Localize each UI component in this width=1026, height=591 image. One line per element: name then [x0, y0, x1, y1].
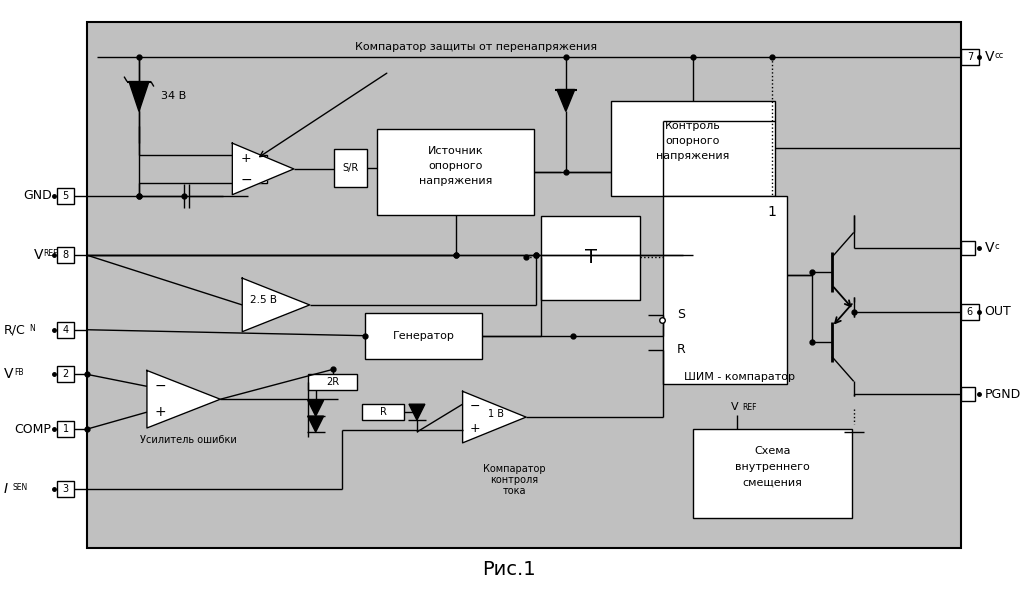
Text: −: −	[470, 400, 480, 413]
Text: COMP: COMP	[14, 423, 51, 436]
Text: Усилитель ошибки: Усилитель ошибки	[141, 435, 237, 445]
Text: Схема: Схема	[754, 446, 791, 456]
Bar	[56, 480, 75, 496]
Text: 1: 1	[767, 204, 777, 219]
Text: 34 В: 34 В	[161, 92, 186, 102]
Text: тока: тока	[503, 486, 526, 496]
Text: GND: GND	[23, 189, 51, 202]
Text: V: V	[34, 248, 44, 262]
Text: опорного: опорного	[429, 161, 483, 171]
Text: T: T	[585, 248, 597, 267]
Text: 2: 2	[63, 369, 69, 379]
Text: напряжения: напряжения	[419, 176, 492, 186]
Text: 5: 5	[63, 191, 69, 201]
Text: 8: 8	[63, 251, 69, 260]
Text: +: +	[470, 421, 480, 434]
Text: 4: 4	[63, 324, 69, 335]
Polygon shape	[409, 404, 425, 420]
Text: REF: REF	[44, 249, 58, 258]
Text: 2R: 2R	[326, 378, 340, 387]
Text: Компаратор защиты от перенапряжения: Компаратор защиты от перенапряжения	[355, 42, 597, 52]
Text: SEN: SEN	[13, 483, 28, 492]
Bar	[245, 155, 267, 183]
Text: I: I	[4, 482, 8, 496]
Text: R: R	[380, 407, 387, 417]
Bar	[308, 375, 357, 390]
Text: R: R	[677, 343, 685, 356]
Bar	[961, 304, 979, 320]
Text: N: N	[29, 324, 35, 333]
Bar	[56, 421, 75, 437]
Bar	[961, 387, 975, 401]
Text: 6: 6	[966, 307, 973, 317]
Bar	[611, 102, 776, 196]
Text: Компаратор: Компаратор	[483, 464, 546, 474]
Text: V: V	[4, 368, 13, 381]
Polygon shape	[308, 416, 323, 432]
Polygon shape	[463, 391, 526, 443]
Text: V: V	[731, 402, 739, 412]
Text: Рис.1: Рис.1	[482, 560, 536, 580]
Polygon shape	[129, 82, 149, 111]
Text: +: +	[240, 151, 250, 164]
Bar	[663, 196, 787, 384]
Bar	[961, 49, 979, 64]
Bar	[365, 313, 482, 359]
Polygon shape	[232, 143, 293, 195]
Text: +: +	[155, 405, 166, 419]
Bar	[56, 248, 75, 263]
Text: PGND: PGND	[985, 388, 1021, 401]
Text: Генератор: Генератор	[393, 331, 455, 340]
Text: напряжения: напряжения	[657, 151, 729, 161]
Text: смещения: смещения	[743, 478, 802, 488]
Text: Источник: Источник	[428, 146, 483, 156]
Polygon shape	[308, 400, 323, 416]
Text: внутреннего: внутреннего	[735, 462, 810, 472]
Text: ШИМ - компаратор: ШИМ - компаратор	[684, 372, 795, 382]
Text: 7: 7	[966, 52, 973, 61]
Text: 2.5 В: 2.5 В	[250, 295, 277, 305]
Bar	[333, 149, 367, 187]
Text: R/C: R/C	[4, 323, 26, 336]
Text: c: c	[994, 242, 999, 251]
Text: FB: FB	[14, 368, 24, 378]
Text: −: −	[240, 173, 251, 187]
Text: 3: 3	[63, 483, 69, 493]
Bar	[56, 322, 75, 337]
Bar	[693, 429, 852, 518]
Text: S/R: S/R	[343, 163, 358, 173]
Text: cc: cc	[994, 51, 1003, 60]
Text: контроля: контроля	[490, 475, 539, 485]
Bar	[87, 22, 961, 548]
Bar	[961, 241, 975, 255]
Bar	[541, 216, 640, 300]
Bar	[56, 366, 75, 382]
Polygon shape	[242, 278, 310, 332]
Text: REF: REF	[743, 403, 757, 412]
Bar	[378, 129, 535, 215]
Polygon shape	[147, 371, 221, 428]
Text: V: V	[985, 50, 994, 64]
Text: V: V	[985, 241, 994, 255]
Text: S: S	[677, 309, 685, 322]
Text: Контроль: Контроль	[665, 121, 721, 131]
Text: OUT: OUT	[985, 306, 1012, 319]
Bar	[362, 404, 404, 420]
Bar	[56, 188, 75, 204]
Text: опорного: опорного	[666, 136, 720, 146]
Text: 1 В: 1 В	[488, 409, 505, 419]
Text: −: −	[155, 379, 166, 394]
Polygon shape	[557, 89, 575, 111]
Text: 1: 1	[63, 424, 69, 434]
